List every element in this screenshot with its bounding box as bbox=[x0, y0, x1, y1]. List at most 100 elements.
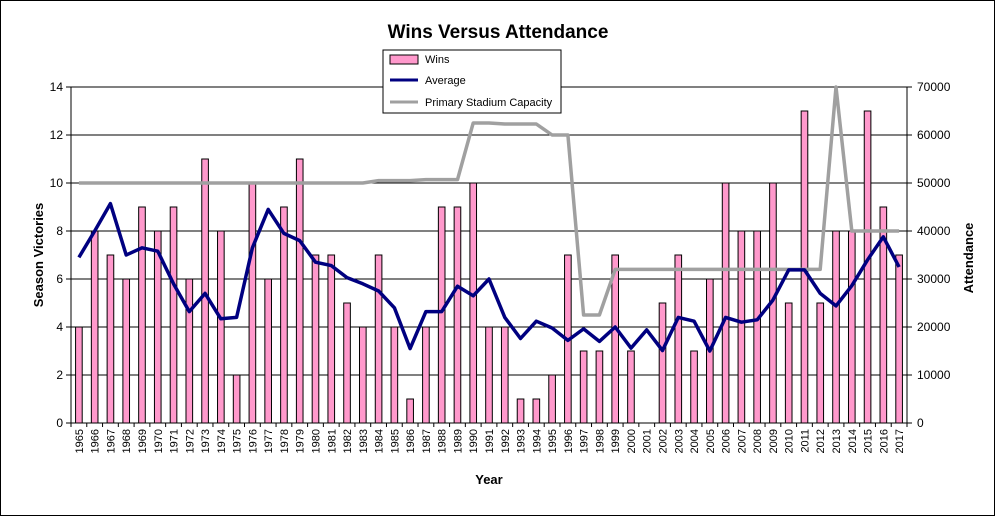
wins-bar bbox=[437, 206, 446, 424]
x-tick-label: 1998 bbox=[594, 429, 606, 453]
wins-bar bbox=[595, 350, 604, 424]
wins-bar bbox=[832, 230, 840, 424]
x-tick-label: 1985 bbox=[389, 429, 401, 453]
wins-bar bbox=[343, 302, 351, 424]
average-line bbox=[77, 201, 901, 353]
wins-bar bbox=[800, 110, 809, 424]
y-tick-label: 12 bbox=[50, 128, 64, 142]
wins-bar bbox=[185, 278, 194, 424]
y2-tick-label: 40000 bbox=[917, 224, 951, 238]
x-tick-label: 2013 bbox=[831, 429, 843, 453]
x-tick-label: 2014 bbox=[847, 429, 859, 453]
wins-bar bbox=[327, 254, 336, 424]
wins-bar bbox=[311, 254, 320, 424]
x-tick-label: 1994 bbox=[531, 429, 543, 453]
x-tick-label: 2012 bbox=[815, 429, 827, 453]
series-lines bbox=[77, 85, 901, 353]
legend-label-capacity: Primary Stadium Capacity bbox=[425, 97, 553, 109]
x-axis-ticks: 1965 1966 1967 1968 1969 1970 1971 1972 1973 1974… bbox=[70, 423, 908, 453]
x-tick-label: 1971 bbox=[169, 429, 181, 453]
y-tick-label: 2 bbox=[56, 368, 63, 382]
wins-bar bbox=[500, 326, 509, 424]
wins-bar bbox=[106, 254, 115, 424]
x-tick-label: 1980 bbox=[310, 429, 322, 453]
x-tick-label: 1990 bbox=[468, 429, 480, 453]
x-tick-label: 2006 bbox=[721, 429, 733, 453]
wins-bar bbox=[217, 230, 225, 424]
x-tick-label: 1988 bbox=[437, 429, 449, 453]
wins-bar bbox=[295, 158, 304, 424]
y2-tick-label: 10000 bbox=[917, 368, 951, 382]
wins-bar bbox=[201, 158, 209, 424]
x-tick-label: 1997 bbox=[579, 429, 591, 453]
x-tick-label: 1978 bbox=[279, 429, 291, 453]
x-tick-label: 2009 bbox=[768, 429, 780, 453]
x-tick-label: 1975 bbox=[232, 429, 244, 453]
x-tick-label: 2002 bbox=[658, 429, 670, 453]
wins-bar bbox=[516, 398, 525, 424]
y-axis-title: Season Victories bbox=[31, 203, 46, 308]
wins-bar bbox=[721, 182, 730, 424]
y-tick-label: 6 bbox=[56, 272, 63, 286]
wins-bar bbox=[169, 206, 178, 424]
wins-bar bbox=[232, 374, 241, 424]
x-tick-label: 1987 bbox=[421, 429, 433, 453]
wins-bar bbox=[453, 206, 462, 424]
y-tick-label: 14 bbox=[50, 80, 64, 94]
wins-bars bbox=[75, 110, 903, 424]
x-tick-label: 1972 bbox=[184, 429, 196, 453]
wins-bar bbox=[264, 278, 272, 424]
x-tick-label: 2010 bbox=[784, 429, 796, 453]
wins-bar bbox=[847, 230, 856, 424]
wins-bar bbox=[784, 302, 793, 424]
y-tick-label: 4 bbox=[56, 320, 63, 334]
y2-tick-label: 60000 bbox=[917, 128, 951, 142]
x-tick-label: 2003 bbox=[673, 429, 685, 453]
y2-tick-label: 20000 bbox=[917, 320, 951, 334]
wins-bar bbox=[895, 254, 903, 424]
wins-bar bbox=[674, 254, 683, 424]
x-tick-label: 1970 bbox=[153, 429, 165, 453]
wins-bar bbox=[485, 326, 493, 424]
x-tick-label: 1967 bbox=[105, 429, 117, 453]
x-tick-label: 2016 bbox=[878, 429, 890, 453]
x-tick-label: 1979 bbox=[295, 429, 307, 453]
y-tick-label: 0 bbox=[56, 416, 63, 430]
x-tick-label: 2000 bbox=[626, 429, 638, 453]
wins-bar bbox=[138, 206, 146, 424]
capacity-line bbox=[78, 85, 900, 317]
x-tick-label: 2015 bbox=[863, 429, 875, 453]
wins-bar bbox=[406, 398, 414, 424]
x-tick-label: 1996 bbox=[563, 429, 575, 453]
y-tick-label: 10 bbox=[50, 176, 64, 190]
wins-bar bbox=[280, 206, 288, 424]
left-axis-ticks: 0 2 4 6 8 10 12 14 bbox=[50, 80, 71, 430]
x-tick-label: 1993 bbox=[516, 429, 528, 453]
wins-bar bbox=[816, 302, 825, 424]
x-tick-label: 2004 bbox=[689, 429, 701, 453]
wins-bar bbox=[75, 326, 83, 424]
legend-swatch-wins bbox=[389, 54, 419, 65]
wins-bar bbox=[90, 230, 99, 424]
y2-tick-label: 30000 bbox=[917, 272, 951, 286]
wins-bar bbox=[532, 398, 541, 424]
wins-bar bbox=[248, 182, 257, 424]
y2-tick-label: 50000 bbox=[917, 176, 951, 190]
wins-bar bbox=[374, 254, 383, 424]
wins-bar bbox=[753, 230, 761, 424]
wins-bar bbox=[358, 326, 367, 424]
x-tick-label: 2008 bbox=[752, 429, 764, 453]
x-tick-label: 1992 bbox=[500, 429, 512, 453]
right-axis-ticks: 0 10000 20000 30000 40000 50000 60000 70000 bbox=[907, 80, 951, 430]
x-tick-label: 1965 bbox=[74, 429, 86, 453]
wins-bar bbox=[548, 374, 556, 424]
x-tick-label: 1984 bbox=[374, 429, 386, 453]
x-tick-label: 1976 bbox=[247, 429, 259, 453]
legend-label-wins: Wins bbox=[425, 54, 450, 66]
y-tick-label: 8 bbox=[56, 224, 63, 238]
y2-axis-title: Attendance bbox=[961, 223, 976, 294]
wins-bar bbox=[658, 302, 667, 424]
x-tick-label: 1966 bbox=[90, 429, 102, 453]
